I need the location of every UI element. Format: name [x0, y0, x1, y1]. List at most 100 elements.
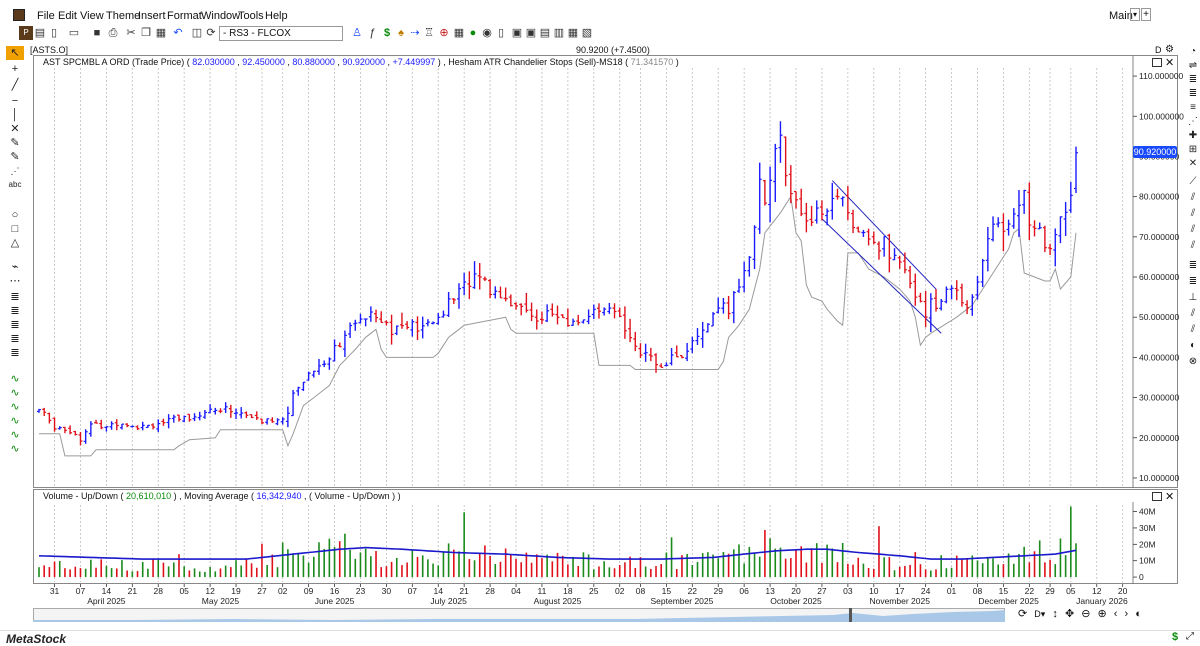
layout-5-icon[interactable]: ▦ [567, 27, 579, 39]
menu-help[interactable]: Help [265, 10, 288, 22]
layout-6-icon[interactable]: ▧ [581, 27, 593, 39]
circle-icon[interactable]: ○ [11, 209, 19, 221]
price-panel-close-button[interactable]: ✕ [1165, 57, 1175, 69]
chart-list-icon[interactable]: ▤ [34, 27, 46, 39]
menu-insert[interactable]: Insert [138, 10, 166, 22]
cycle-icon[interactable]: ⌁ [11, 261, 19, 273]
new-file-icon[interactable]: ▯ [50, 27, 58, 39]
menu-view[interactable]: View [80, 10, 104, 22]
right-tool-7-icon[interactable]: ✚ [1188, 130, 1198, 141]
horizontal-line-icon[interactable]: − [11, 95, 19, 107]
period-d-icon[interactable]: D▾ [1034, 609, 1046, 619]
pen-icon[interactable]: ✎ [10, 137, 20, 149]
workspace-add-button[interactable]: + [1141, 8, 1151, 21]
right-tool-18-icon[interactable]: ⫽ [1190, 308, 1196, 319]
right-tool-10-icon[interactable]: ⟋ [1189, 176, 1197, 187]
metastock-icon[interactable]: P [19, 26, 33, 40]
price-panel-restore-button[interactable] [1152, 58, 1162, 67]
volume-panel[interactable] [33, 489, 1178, 584]
wave-2-icon[interactable]: ≣ [10, 305, 20, 317]
right-tool-9-icon[interactable]: ✕ [1188, 158, 1198, 169]
elliott-1-icon[interactable]: ∿ [10, 373, 20, 385]
cut-icon[interactable]: ✂ [126, 27, 136, 39]
elliott-3-icon[interactable]: ∿ [10, 401, 20, 413]
right-tool-19-icon[interactable]: ⫽ [1190, 324, 1196, 335]
open-folder-icon[interactable]: ▭ [68, 27, 80, 39]
save-icon[interactable]: ■ [93, 27, 101, 39]
menu-file[interactable]: File [37, 10, 55, 22]
move-icon[interactable]: ✥ [1064, 608, 1075, 620]
right-tool-6-icon[interactable]: ⋰ [1188, 116, 1198, 127]
expand-icon[interactable]: ⤢ [1186, 631, 1194, 642]
crosshair-icon[interactable]: + [11, 63, 19, 75]
print-icon[interactable]: ⎙ [108, 27, 118, 39]
right-tool-3-icon[interactable]: ≣ [1188, 74, 1198, 85]
menu-tools[interactable]: Tools [238, 10, 264, 22]
rectangle-icon[interactable]: □ [11, 223, 19, 235]
text-tool-icon[interactable]: abc [8, 180, 22, 189]
period-flag[interactable]: D [1155, 45, 1162, 55]
zoom-select-icon[interactable]: ◫ [191, 27, 203, 39]
layout-3-icon[interactable]: ▤ [539, 27, 551, 39]
menu-window[interactable]: Window [201, 10, 241, 22]
volume-panel-restore-button[interactable] [1152, 492, 1162, 501]
eye-icon[interactable]: ◉ [482, 27, 492, 39]
arrow-right-icon[interactable]: ⇢ [410, 27, 420, 39]
right-tool-8-icon[interactable]: ⊞ [1188, 144, 1198, 155]
expert-icon[interactable]: ♠ [398, 27, 404, 39]
palette-icon[interactable]: ◐ [1135, 608, 1142, 620]
right-tool-11-icon[interactable]: ⫽ [1190, 192, 1196, 203]
refresh-chart-icon[interactable]: ⟳ [1018, 608, 1028, 620]
menu-theme[interactable]: Theme [106, 10, 141, 22]
right-tool-20-icon[interactable]: ◐ [1189, 340, 1197, 351]
scroll-left-icon[interactable]: ‹ [1113, 608, 1118, 620]
right-tool-17-icon[interactable]: ⊥ [1188, 292, 1198, 303]
fib-icon[interactable]: ⋰ [10, 166, 20, 176]
paste-icon[interactable]: ▦ [155, 27, 167, 39]
vertical-zoom-icon[interactable]: ↕ [1052, 608, 1058, 620]
app-icon[interactable] [13, 9, 25, 21]
menu-format[interactable]: Format [167, 10, 202, 22]
right-tool-16-icon[interactable]: ≣ [1188, 276, 1198, 287]
layout-combo[interactable]: - RS3 - FLCOX [219, 26, 343, 41]
symbol-box[interactable]: [ASTS.O] [30, 45, 69, 55]
trendline-icon[interactable]: ╱ [11, 79, 19, 91]
wave-1-icon[interactable]: ≣ [10, 291, 20, 303]
help-icon[interactable]: ● [469, 27, 477, 39]
pencil-icon[interactable]: ✎ [10, 151, 20, 163]
grid-icon[interactable]: ▦ [453, 27, 465, 39]
right-tool-2-icon[interactable]: ⇌ [1188, 60, 1198, 71]
copy-icon[interactable]: ❐ [141, 27, 151, 39]
layout-1-icon[interactable]: ▣ [511, 27, 523, 39]
layout-2-icon[interactable]: ▣ [525, 27, 537, 39]
triangle-icon[interactable]: △ [10, 237, 20, 249]
wave-5-icon[interactable]: ≣ [10, 347, 20, 359]
vertical-line-icon[interactable]: │ [11, 109, 19, 121]
undo-icon[interactable]: ↶ [173, 27, 183, 39]
wave-4-icon[interactable]: ≣ [10, 333, 20, 345]
refresh-icon[interactable]: ⟳ [206, 27, 216, 39]
dollar-status-icon[interactable]: $ [1172, 631, 1179, 643]
zoom-out-icon[interactable]: ⊖ [1081, 608, 1091, 620]
zoom-in-icon[interactable]: ⊕ [1097, 608, 1107, 620]
pointer-icon[interactable]: ↖ [6, 46, 24, 60]
right-tool-12-icon[interactable]: ⫽ [1190, 208, 1196, 219]
right-tool-1-icon[interactable]: ◔ [1189, 46, 1197, 57]
system-tester-icon[interactable]: ♖ [424, 27, 434, 39]
elliott-6-icon[interactable]: ∿ [10, 443, 20, 455]
elliott-4-icon[interactable]: ∿ [10, 415, 20, 427]
price-panel[interactable] [33, 55, 1178, 488]
elliott-2-icon[interactable]: ∿ [10, 387, 20, 399]
chart-settings-icon[interactable]: ⚙ [1165, 44, 1174, 55]
doc-icon[interactable]: ▯ [497, 27, 505, 39]
right-tool-5-icon[interactable]: ≡ [1190, 102, 1196, 113]
wave-3-icon[interactable]: ≣ [10, 319, 20, 331]
right-tool-21-icon[interactable]: ⊗ [1188, 356, 1198, 367]
right-tool-4-icon[interactable]: ≣ [1188, 88, 1198, 99]
cross-line-icon[interactable]: ✕ [10, 123, 20, 135]
volume-panel-close-button[interactable]: ✕ [1165, 491, 1175, 503]
gann-icon[interactable]: ⋯ [9, 275, 21, 287]
right-tool-14-icon[interactable]: ⫽ [1190, 240, 1196, 251]
elliott-5-icon[interactable]: ∿ [10, 429, 20, 441]
